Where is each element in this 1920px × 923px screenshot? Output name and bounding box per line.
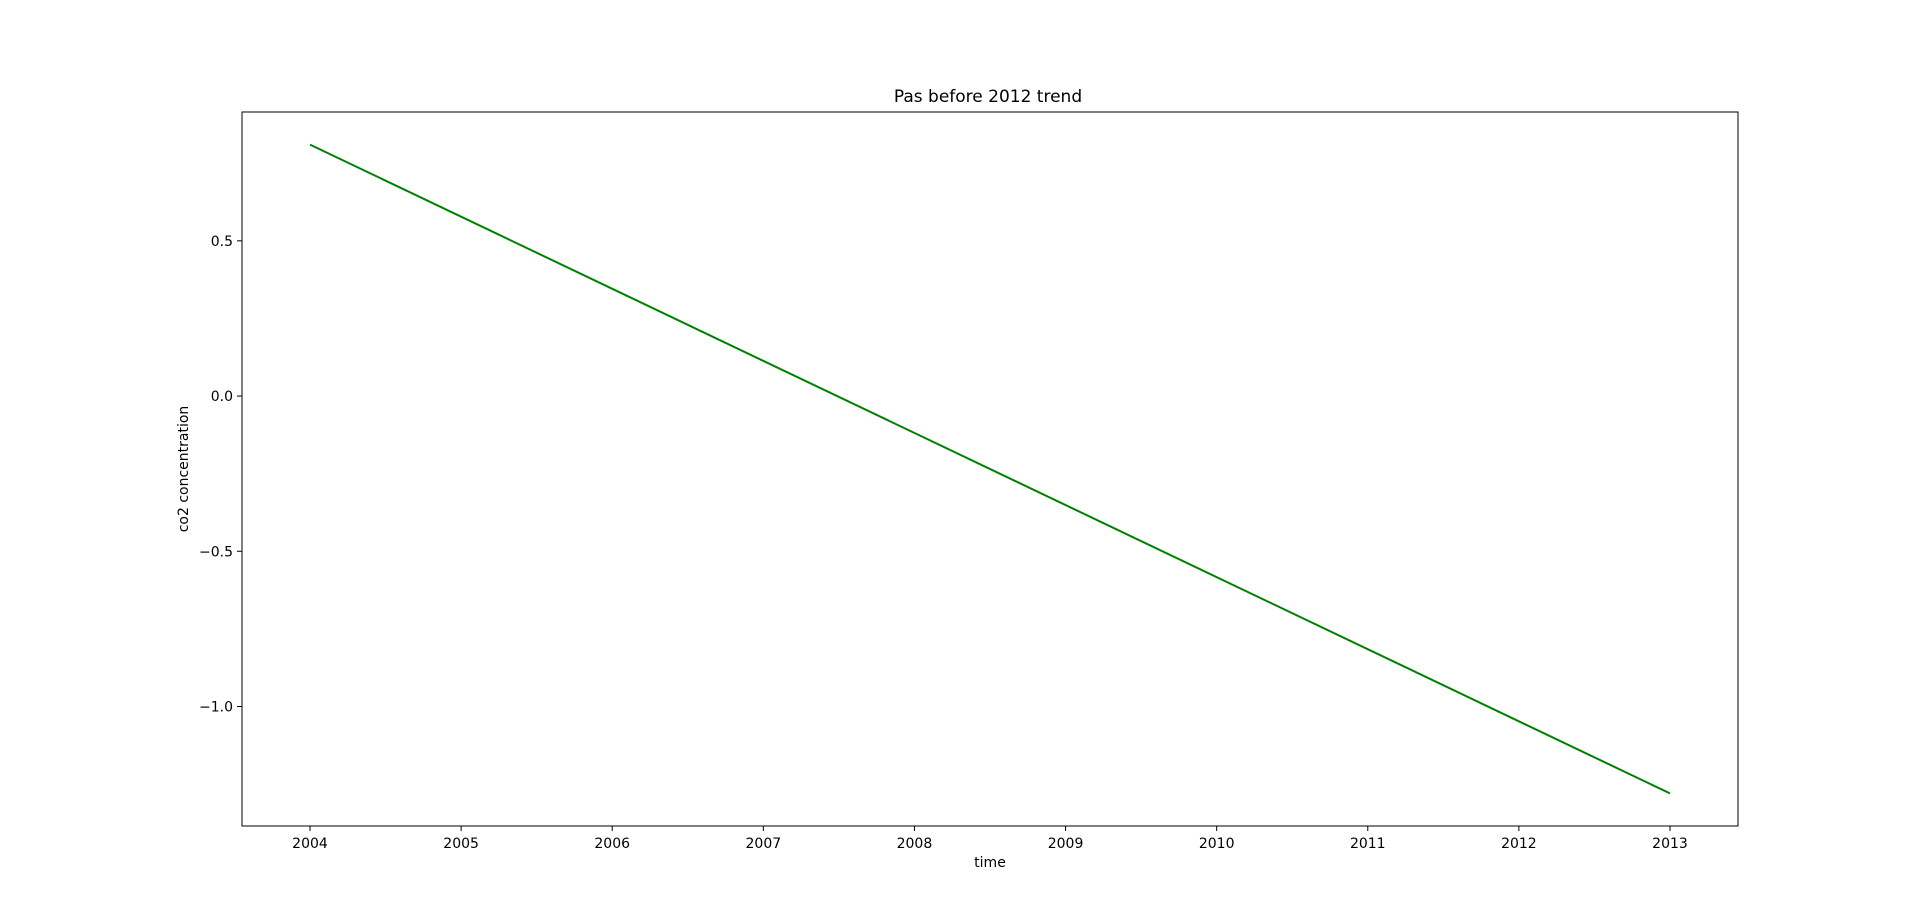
y-tick-label: −0.5	[199, 544, 233, 560]
x-tick-label: 2013	[1652, 836, 1688, 852]
x-tick-label: 2012	[1501, 836, 1537, 852]
x-tick-label: 2009	[1048, 836, 1084, 852]
y-axis: 0.5 0.0 −0.5 −1.0	[199, 234, 242, 715]
y-axis-label: co2 concentration	[176, 406, 192, 533]
plot-area	[241, 111, 1739, 827]
y-tick-label: 0.5	[211, 234, 233, 250]
x-tick-label: 2010	[1199, 836, 1235, 852]
y-tick-label: 0.0	[211, 389, 233, 405]
x-axis-label: time	[974, 855, 1006, 871]
series-line-0	[309, 143, 1671, 795]
x-tick-label: 2004	[292, 836, 328, 852]
x-tick-label: 2008	[897, 836, 933, 852]
x-tick-label: 2011	[1350, 836, 1386, 852]
series-layer	[309, 143, 1671, 795]
x-tick-label: 2007	[746, 836, 782, 852]
x-tick-label: 2005	[443, 836, 479, 852]
y-tick-label: −1.0	[199, 699, 233, 715]
chart-title: Pas before 2012 trend	[894, 87, 1082, 107]
x-tick-label: 2006	[594, 836, 630, 852]
x-axis: 2004 2005 2006 2007 2008 2009 2010 2011 2012 2013	[292, 826, 1688, 852]
